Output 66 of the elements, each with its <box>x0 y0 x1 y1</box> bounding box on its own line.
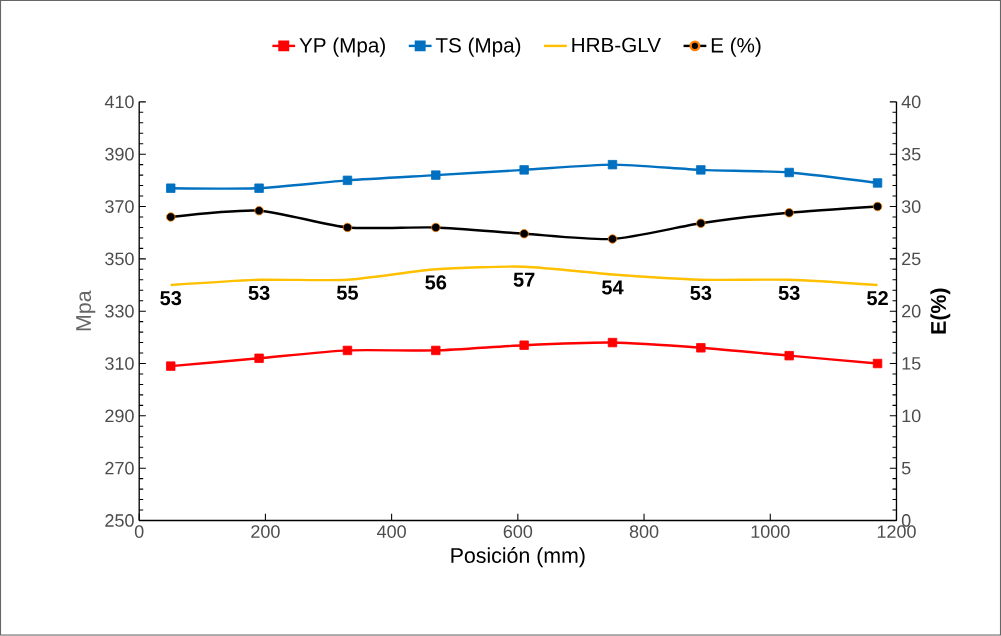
legend-label: HRB-GLV <box>572 37 661 53</box>
point <box>872 178 883 188</box>
point <box>872 358 883 369</box>
point <box>254 183 264 194</box>
point <box>254 353 264 364</box>
y2-tick-label: 40 <box>901 95 921 109</box>
y-tick-label: 390 <box>105 147 134 161</box>
x-axis-title: Posición (mm) <box>451 547 585 568</box>
y-tick-label: 290 <box>105 409 134 423</box>
y-tick-label: 330 <box>105 304 134 318</box>
y2-tick-label: 20 <box>902 304 921 318</box>
annotation: 53 <box>778 285 800 301</box>
annotation: 53 <box>690 285 712 301</box>
x-tick-label: 400 <box>377 525 406 539</box>
annotation: 55 <box>336 285 358 300</box>
y2-tick-label: 35 <box>901 147 921 161</box>
y2-tick-label: 25 <box>902 252 921 266</box>
y-tick-label: 410 <box>104 95 134 109</box>
x-tick-label: 800 <box>629 525 659 539</box>
legend-label: E (%) <box>711 37 761 57</box>
point <box>342 345 353 356</box>
y2-tick-label: 5 <box>901 462 911 475</box>
point <box>342 222 353 233</box>
annotation: 52 <box>867 291 888 306</box>
point <box>254 206 264 216</box>
y2-tick-label: 30 <box>901 200 921 214</box>
x-tick-label: 0 <box>134 525 144 539</box>
point <box>519 165 529 175</box>
point <box>431 222 441 233</box>
y-tick-label: 310 <box>105 357 134 371</box>
annotation: 56 <box>425 275 447 290</box>
point <box>342 175 353 186</box>
point <box>431 170 441 180</box>
y-tick-label: 370 <box>105 200 134 214</box>
annotation: 57 <box>513 272 535 287</box>
point <box>431 345 441 356</box>
point <box>607 160 618 170</box>
x-tick-label: 200 <box>251 525 280 539</box>
point <box>166 183 176 194</box>
point <box>784 351 794 361</box>
point <box>784 167 794 178</box>
y-axis-title: Mpa <box>76 290 96 331</box>
y2-axis-title: E(%) <box>930 288 951 334</box>
y2-tick-label: 10 <box>902 409 921 423</box>
point <box>607 338 618 348</box>
y-tick-label: 250 <box>105 514 134 528</box>
x-tick-label: 600 <box>503 525 533 539</box>
point <box>696 343 706 353</box>
point <box>872 202 883 212</box>
point <box>519 340 529 351</box>
annotation: 53 <box>160 291 182 306</box>
point <box>696 165 706 175</box>
point <box>519 229 529 239</box>
y-tick-label: 270 <box>105 461 134 475</box>
x-tick-label: 1000 <box>751 525 790 539</box>
y2-tick-label: 15 <box>902 357 921 370</box>
point <box>166 361 176 371</box>
point <box>166 212 176 222</box>
legend-label: TS (Mpa) <box>435 37 521 57</box>
point <box>784 208 794 218</box>
annotation: 53 <box>248 285 270 301</box>
legend-label: YP (Mpa) <box>299 37 385 57</box>
point <box>607 234 618 244</box>
y-tick-label: 350 <box>105 252 134 266</box>
point <box>696 218 706 229</box>
annotation: 54 <box>601 280 624 295</box>
